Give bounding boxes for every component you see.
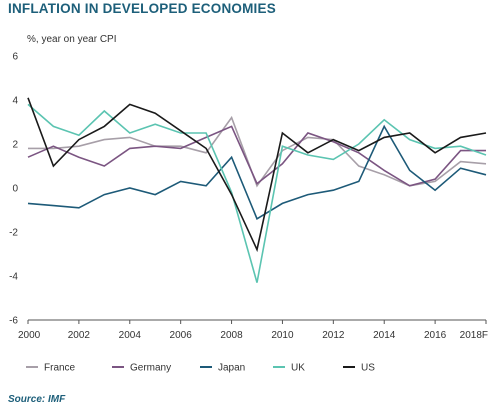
series-line-uk [27, 103, 487, 283]
y-tick-label: 0 [12, 184, 18, 195]
legend-label-france: France [44, 363, 76, 374]
y-tick-label: -2 [9, 228, 18, 239]
x-tick-label: 2006 [170, 330, 193, 341]
series-line-us [27, 97, 487, 253]
x-tick-label: 2002 [68, 330, 91, 341]
x-tick-label: 2018F [460, 330, 488, 341]
y-tick-label: 2 [12, 140, 18, 151]
legend-label-germany: Germany [130, 363, 171, 374]
legend-label-japan: Japan [218, 363, 245, 374]
x-tick-label: 2004 [119, 330, 142, 341]
x-tick-label: 2010 [271, 330, 294, 341]
chart-title: INFLATION IN DEVELOPED ECONOMIES [8, 1, 276, 16]
y-tick-label: -6 [9, 316, 18, 327]
y-tick-label: 4 [12, 96, 18, 107]
legend-label-uk: UK [291, 363, 305, 374]
legend: France Germany Japan UK US [26, 363, 375, 374]
series-line-japan [27, 124, 487, 220]
x-tick-label: 2008 [220, 330, 243, 341]
y-tick-label: 6 [12, 52, 18, 63]
series-line-germany [27, 125, 486, 187]
legend-label-us: US [361, 363, 375, 374]
source-note: Source: IMF [8, 394, 66, 405]
x-tick-label: 2016 [424, 330, 447, 341]
x-tick-label: 2000 [18, 330, 41, 341]
y-axis-label: %, year on year CPI [27, 34, 117, 45]
series-lines [27, 97, 487, 283]
y-tick-label: -4 [9, 272, 18, 283]
axes: -6 -4 -2 0 2 4 6 2000 2002 2004 2006 2008 2010 2012 20… [9, 52, 488, 342]
x-tick-label: 2014 [373, 330, 396, 341]
x-tick-label: 2012 [322, 330, 345, 341]
